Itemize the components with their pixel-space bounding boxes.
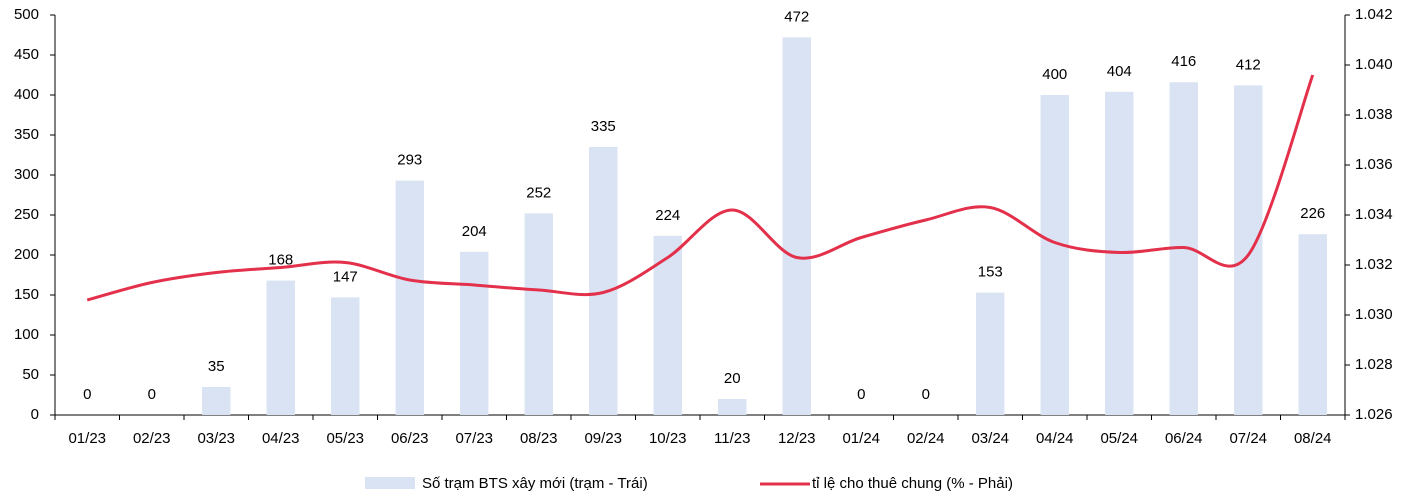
x-tick-label: 10/23: [649, 430, 687, 447]
x-tick-label: 01/24: [842, 430, 880, 447]
data-label: 404: [1107, 63, 1132, 80]
data-label: 293: [397, 152, 422, 169]
x-tick-label: 04/24: [1036, 430, 1074, 447]
legend-label: tỉ lệ cho thuê chung (% - Phải): [812, 475, 1013, 492]
data-label: 204: [462, 223, 487, 240]
bar: [1298, 234, 1327, 415]
data-label: 0: [148, 386, 156, 403]
y-tick-label: 500: [14, 6, 39, 23]
bar: [782, 37, 811, 416]
bar: [1040, 95, 1069, 415]
y2-tick-label: 1.040: [1355, 56, 1393, 73]
x-tick-label: 08/24: [1294, 430, 1332, 447]
data-label: 400: [1042, 66, 1067, 83]
bar: [266, 280, 295, 415]
y-tick-label: 100: [14, 326, 39, 343]
bar: [331, 297, 360, 415]
data-label: 0: [922, 386, 930, 403]
y-tick-label: 400: [14, 86, 39, 103]
data-label: 252: [526, 184, 551, 201]
x-tick-label: 03/24: [971, 430, 1009, 447]
x-tick-label: 12/23: [778, 430, 816, 447]
x-tick-label: 06/24: [1165, 430, 1203, 447]
legend-swatch: [365, 477, 415, 489]
x-tick-label: 05/23: [326, 430, 364, 447]
bar: [1234, 85, 1263, 416]
y2-tick-label: 1.032: [1355, 256, 1393, 273]
data-label: 0: [83, 386, 91, 403]
bar: [460, 251, 489, 415]
y2-tick-label: 1.026: [1355, 406, 1393, 423]
bar: [524, 213, 553, 415]
data-label: 472: [784, 8, 809, 25]
y2-tick-label: 1.036: [1355, 156, 1393, 173]
y-tick-label: 350: [14, 126, 39, 143]
y-tick-label: 450: [14, 46, 39, 63]
data-label: 20: [724, 370, 741, 387]
y-tick-label: 300: [14, 166, 39, 183]
x-tick-label: 05/24: [1100, 430, 1138, 447]
data-label: 412: [1236, 56, 1261, 73]
y-tick-label: 50: [22, 366, 39, 383]
data-label: 335: [591, 118, 616, 135]
data-label: 153: [978, 264, 1003, 281]
bar: [653, 235, 682, 415]
data-label: 224: [655, 207, 680, 224]
y-tick-label: 150: [14, 286, 39, 303]
x-tick-label: 07/23: [455, 430, 493, 447]
data-label: 226: [1300, 205, 1325, 222]
bar: [589, 147, 618, 415]
y-tick-label: 0: [31, 406, 39, 423]
data-label: 416: [1171, 53, 1196, 70]
data-label: 0: [857, 386, 865, 403]
x-tick-label: 01/23: [68, 430, 106, 447]
y2-tick-label: 1.034: [1355, 206, 1393, 223]
x-tick-label: 06/23: [391, 430, 429, 447]
x-tick-label: 04/23: [262, 430, 300, 447]
data-label: 168: [268, 252, 293, 269]
x-tick-label: 11/23: [714, 430, 750, 447]
line: [86, 74, 1315, 302]
bar: [976, 292, 1005, 415]
x-tick-label: 07/24: [1229, 430, 1267, 447]
x-tick-label: 08/23: [520, 430, 558, 447]
y2-tick-label: 1.030: [1355, 306, 1393, 323]
y-tick-label: 250: [14, 206, 39, 223]
bar: [202, 387, 231, 415]
x-tick-label: 03/23: [197, 430, 235, 447]
data-label: 147: [333, 268, 358, 285]
bar: [395, 180, 424, 415]
y-tick-label: 200: [14, 246, 39, 263]
bar: [718, 399, 747, 415]
data-label: 35: [208, 358, 225, 375]
y2-tick-label: 1.042: [1355, 6, 1393, 23]
y2-tick-label: 1.028: [1355, 356, 1393, 373]
y2-tick-label: 1.038: [1355, 106, 1393, 123]
x-tick-label: 02/24: [907, 430, 945, 447]
x-tick-label: 02/23: [133, 430, 171, 447]
legend-label: Số trạm BTS xây mới (trạm - Trái): [422, 475, 648, 492]
x-tick-label: 09/23: [584, 430, 622, 447]
